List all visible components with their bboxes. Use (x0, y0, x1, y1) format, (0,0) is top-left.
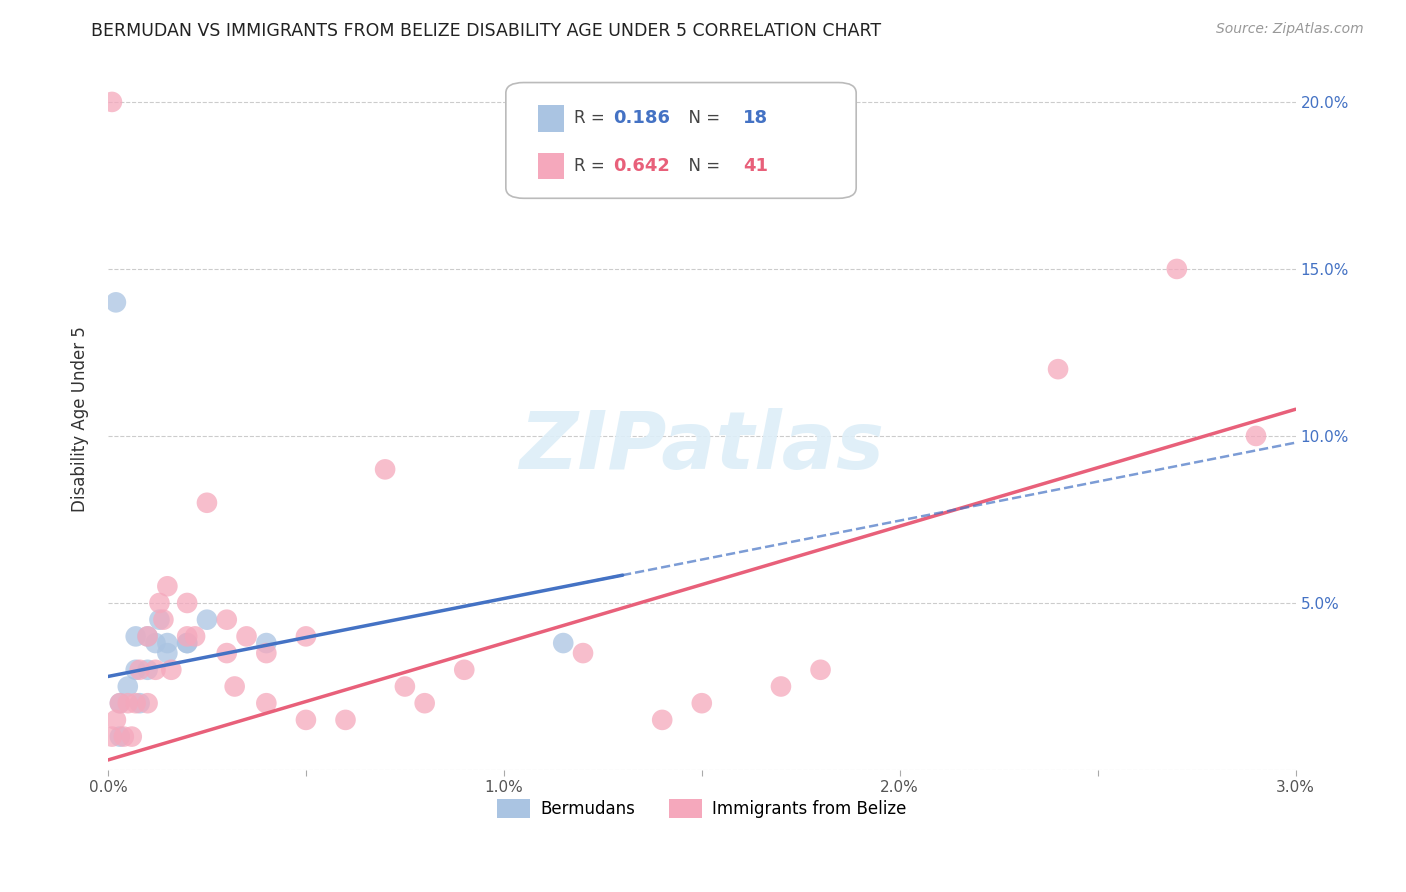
Point (128, 696, 150, 710)
Point (1166, 262, 1188, 277)
Y-axis label: Disability Age Under 5: Disability Age Under 5 (72, 326, 89, 512)
Point (335, 713, 357, 727)
Point (184, 629, 207, 643)
Text: BERMUDAN VS IMMIGRANTS FROM BELIZE DISABILITY AGE UNDER 5 CORRELATION CHART: BERMUDAN VS IMMIGRANTS FROM BELIZE DISAB… (91, 22, 882, 40)
Text: N =: N = (678, 110, 725, 128)
Point (295, 713, 318, 727)
Point (125, 663, 148, 677)
Text: 18: 18 (744, 110, 769, 128)
Point (1244, 429, 1267, 443)
Point (295, 629, 318, 643)
Point (136, 629, 159, 643)
Point (101, 95, 124, 109)
Point (136, 629, 159, 643)
Point (156, 579, 179, 593)
Point (1047, 362, 1070, 376)
Point (176, 636, 198, 650)
Text: Source: ZipAtlas.com: Source: ZipAtlas.com (1216, 22, 1364, 37)
Point (572, 646, 595, 660)
FancyBboxPatch shape (538, 153, 564, 179)
Point (145, 663, 167, 677)
Point (148, 596, 170, 610)
Point (156, 646, 179, 660)
Point (254, 636, 277, 650)
Point (125, 629, 148, 643)
Text: 0.186: 0.186 (613, 110, 669, 128)
Text: 0.642: 0.642 (613, 157, 669, 175)
Point (136, 663, 159, 677)
Point (235, 629, 257, 643)
Point (215, 646, 238, 660)
Text: N =: N = (678, 157, 725, 175)
Point (108, 696, 131, 710)
Point (176, 629, 198, 643)
Point (136, 696, 159, 710)
Point (112, 730, 135, 744)
Point (108, 696, 131, 710)
Point (108, 730, 131, 744)
Point (553, 636, 575, 650)
Point (224, 680, 246, 694)
Point (453, 663, 475, 677)
Point (810, 663, 832, 677)
Point (176, 636, 198, 650)
Point (125, 696, 148, 710)
Point (195, 613, 218, 627)
Point (651, 713, 673, 727)
Point (121, 730, 143, 744)
Text: R =: R = (574, 157, 610, 175)
FancyBboxPatch shape (506, 83, 856, 198)
Point (394, 680, 416, 694)
Point (145, 636, 167, 650)
Point (413, 696, 436, 710)
Point (690, 696, 713, 710)
Point (160, 663, 183, 677)
Point (117, 696, 139, 710)
Point (128, 663, 150, 677)
Point (101, 730, 124, 744)
Text: 41: 41 (744, 157, 768, 175)
Text: R =: R = (574, 110, 610, 128)
Point (195, 496, 218, 510)
Legend: Bermudans, Immigrants from Belize: Bermudans, Immigrants from Belize (491, 792, 912, 825)
FancyBboxPatch shape (538, 105, 564, 132)
Point (374, 462, 396, 476)
Point (254, 696, 277, 710)
Point (148, 613, 170, 627)
Point (176, 596, 198, 610)
Point (156, 636, 179, 650)
Point (117, 680, 139, 694)
Point (104, 295, 127, 310)
Point (254, 646, 277, 660)
Point (152, 613, 174, 627)
Point (769, 680, 792, 694)
Text: ZIPatlas: ZIPatlas (519, 409, 884, 486)
Point (104, 713, 127, 727)
Point (215, 613, 238, 627)
